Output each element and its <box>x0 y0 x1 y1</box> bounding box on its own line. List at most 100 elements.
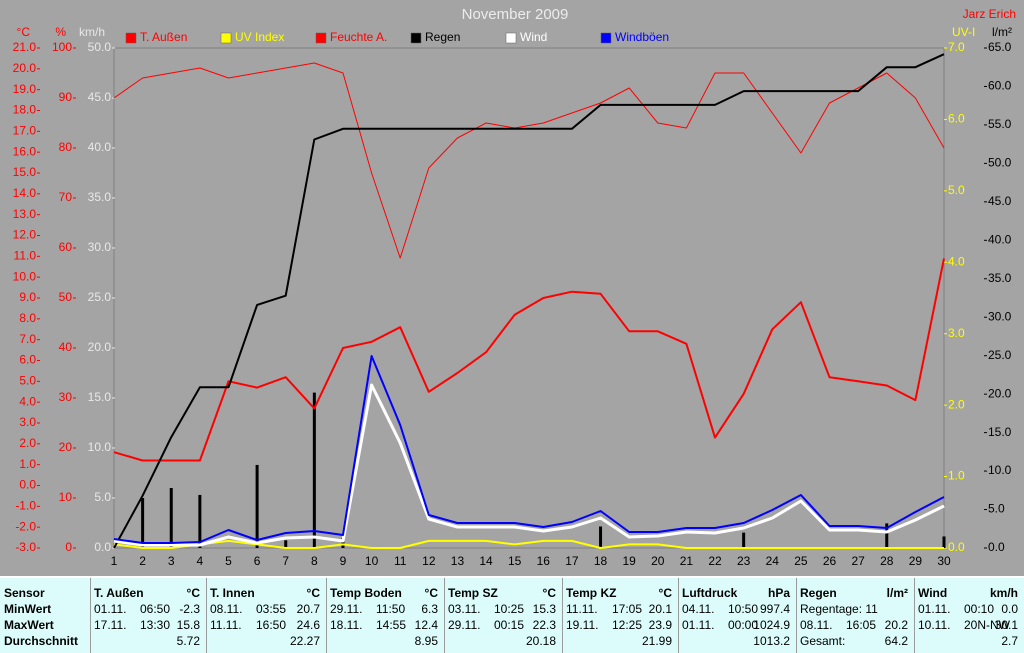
chart: November 2009 Jarz Erich °C -3.0 -2.0 -1.0 0… <box>0 0 1024 576</box>
x-tick-label: 8 <box>311 554 318 568</box>
cell-text: 16:05 <box>846 618 877 632</box>
x-tick-label: 6 <box>254 554 261 568</box>
x-tick-label: 5 <box>225 554 232 568</box>
header-unit: hPa <box>767 586 790 600</box>
cell-value: 20.1 <box>648 602 672 616</box>
cell-text: 01.11. <box>918 602 951 616</box>
y-tick-label: 50 <box>59 290 73 304</box>
column-separator <box>796 578 797 653</box>
rain-bar <box>169 488 173 548</box>
x-tick-label: 26 <box>823 554 837 568</box>
y-tick-label: 10.0 <box>988 463 1012 477</box>
x-tick-label: 28 <box>880 554 894 568</box>
y-tick-label: 9.0 <box>19 290 36 304</box>
cell-text: 01.11. <box>682 618 715 632</box>
y-tick-label: 30 <box>59 390 73 404</box>
cell-value: 1013.2 <box>753 634 790 648</box>
cell-value: 5.72 <box>176 634 200 648</box>
y-tick-label: 20.0 <box>988 386 1012 400</box>
y-tick-label: 7.0 <box>19 332 36 346</box>
header-cell: Temp KZ <box>566 586 617 600</box>
y-tick-label: 2.0 <box>19 436 36 450</box>
series-line <box>113 539 944 549</box>
column-separator <box>914 578 915 653</box>
header-cell: T. Innen <box>210 586 255 600</box>
cell-value: -2.3 <box>179 602 200 616</box>
cell-value: 20.7 <box>296 602 320 616</box>
header-unit: °C <box>424 586 438 600</box>
cell-text: 29.11. <box>330 602 363 616</box>
y-tick-label: 15.0 <box>988 425 1012 439</box>
y-tick-label: 5.0 <box>19 374 36 388</box>
series-line <box>113 355 945 544</box>
cell-value: 22.27 <box>289 634 320 648</box>
y-tick-label: 7.0 <box>948 40 965 54</box>
y-tick-label: 40.0 <box>88 140 112 154</box>
y-tick-label: 65.0 <box>988 40 1012 54</box>
header-unit: °C <box>658 586 672 600</box>
y-tick-label: 2.0 <box>948 397 965 411</box>
y-tick-label: 20.0 <box>88 340 112 354</box>
x-tick-label: 7 <box>282 554 289 568</box>
y-tick-label: 15.0 <box>13 165 37 179</box>
y-tick-label: 1.0 <box>19 457 36 471</box>
chart-title: November 2009 <box>462 6 569 23</box>
x-tick-label: 30 <box>937 554 951 568</box>
cell-value: 20.18 <box>525 634 556 648</box>
axis-title: % <box>55 25 66 39</box>
row-label: MinWert <box>4 602 52 616</box>
axis-title: l/m² <box>992 25 1012 39</box>
x-tick-label: 12 <box>422 554 436 568</box>
header-unit: l/m² <box>886 586 908 600</box>
y-tick-label: 90 <box>59 90 73 104</box>
header-cell: Sensor <box>4 586 45 600</box>
legend-label: T. Außen <box>140 30 187 44</box>
x-tick-label: 15 <box>508 554 522 568</box>
y-tick-label: 17.0 <box>13 124 37 138</box>
cell-value: 2.7 <box>1001 634 1018 648</box>
legend-label: Feuchte A. <box>330 30 387 44</box>
column-separator <box>206 578 207 653</box>
y-tick-label: 0.0 <box>988 540 1005 554</box>
cell-value: 64.2 <box>884 634 908 648</box>
cell-text: 04.11. <box>682 602 715 616</box>
cell-text: 12:25 <box>612 618 643 632</box>
cell-value: 21.99 <box>641 634 672 648</box>
y-tick-label: 25.0 <box>88 290 112 304</box>
header-cell: T. Außen <box>94 586 144 600</box>
y-tick-label: 45.0 <box>88 90 112 104</box>
y-tick-label: 12.0 <box>13 228 37 242</box>
series-line <box>113 383 945 547</box>
y-tick-label: -3.0 <box>15 540 36 554</box>
x-tick-label: 27 <box>851 554 865 568</box>
x-tick-label: 14 <box>479 554 493 568</box>
y-tick-label: 19.0 <box>13 82 37 96</box>
cell-text: 03.11. <box>448 602 481 616</box>
legend-label: UV Index <box>235 30 284 44</box>
y-tick-label: 4.0 <box>948 254 965 268</box>
axis-title: km/h <box>79 25 105 39</box>
x-tick-label: 25 <box>794 554 808 568</box>
x-tick-label: 13 <box>451 554 465 568</box>
rain-bar <box>742 532 746 548</box>
y-tick-label: 70 <box>59 190 73 204</box>
cell-value: 15.8 <box>176 618 200 632</box>
legend-swatch <box>315 32 327 44</box>
y-tick-label: 50.0 <box>988 156 1012 170</box>
y-tick-label: 10 <box>59 490 73 504</box>
rain-bar <box>284 540 288 548</box>
x-tick-label: 21 <box>680 554 694 568</box>
y-tick-label: 16.0 <box>13 144 37 158</box>
y-tick-label: 10.0 <box>13 269 37 283</box>
y-tick-label: 0 <box>65 540 72 554</box>
series-line <box>113 53 945 549</box>
y-tick-label: 40.0 <box>988 232 1012 246</box>
x-tick-label: 23 <box>737 554 751 568</box>
axis-title: UV-I <box>952 25 975 39</box>
cell-text: Regentage: 11 <box>800 602 878 616</box>
y-tick-label: 8.0 <box>19 311 36 325</box>
cell-text: 08.11. <box>800 618 833 632</box>
cell-text: 01.11. <box>94 602 127 616</box>
y-tick-label: 55.0 <box>988 117 1012 131</box>
y-tick-label: 20.0 <box>13 61 37 75</box>
